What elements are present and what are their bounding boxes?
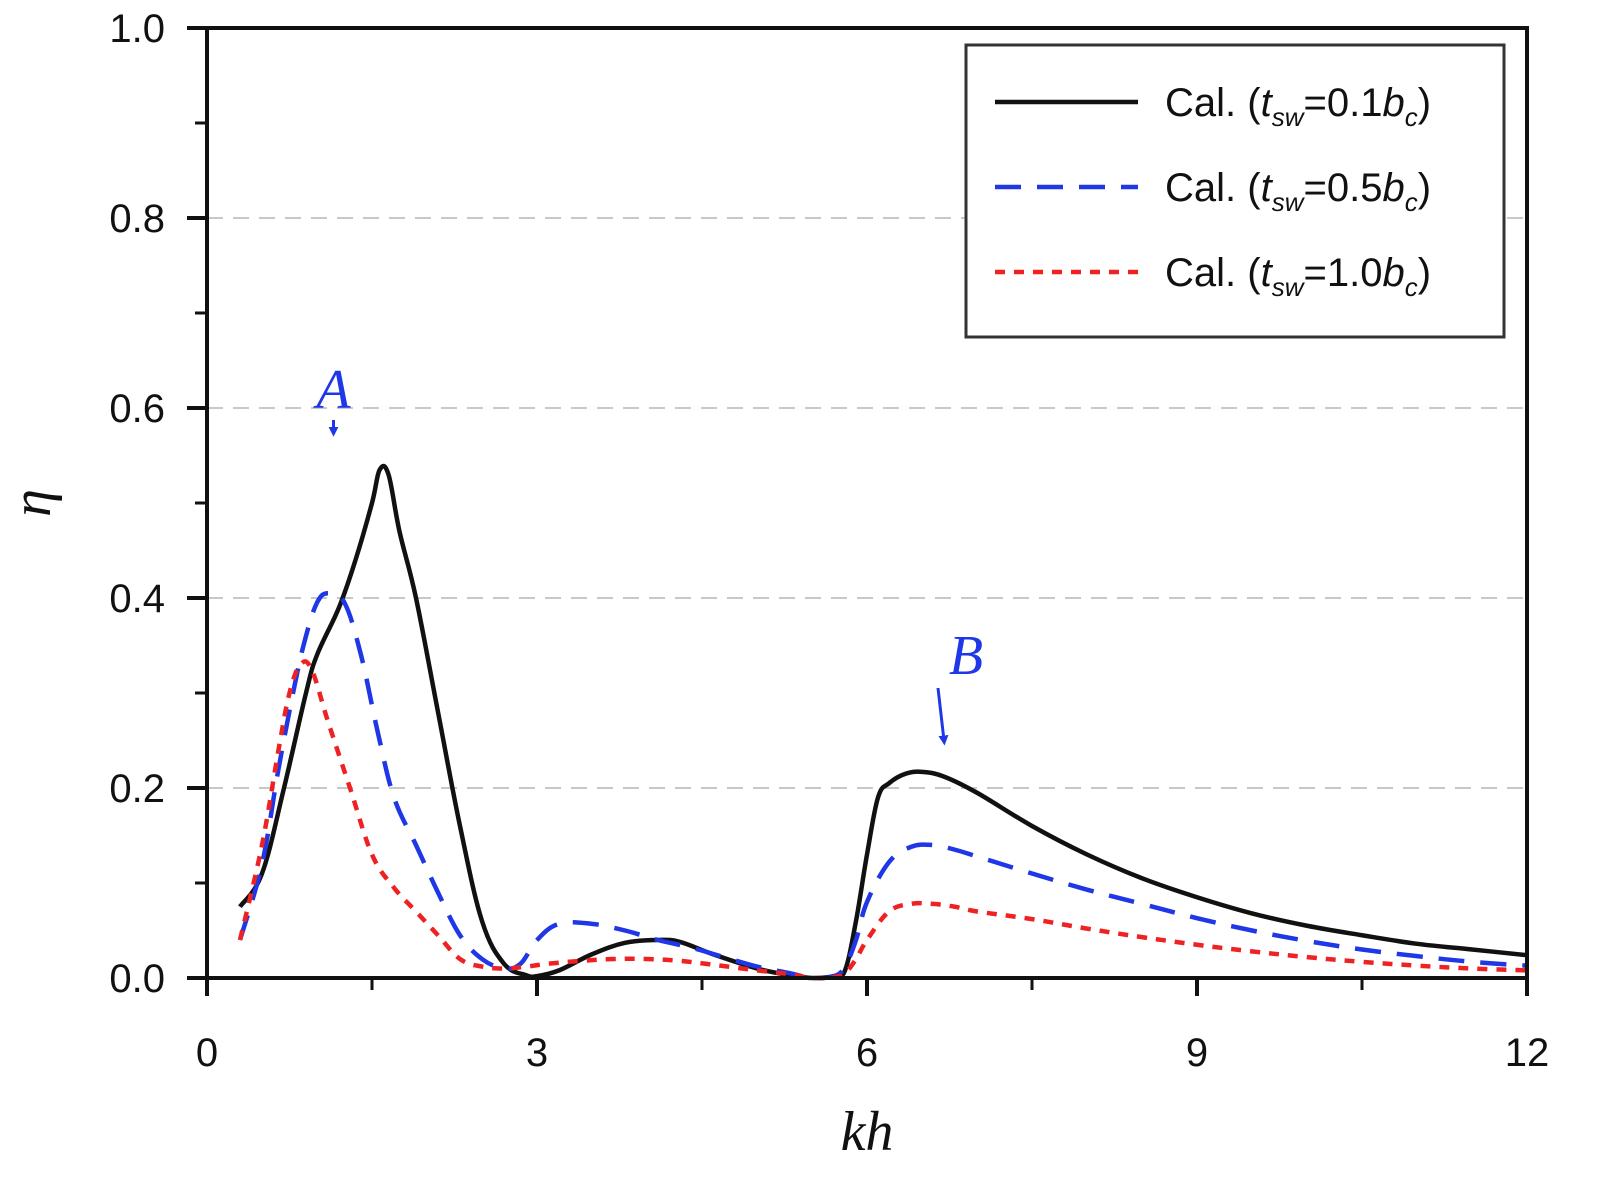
- y-tick-label: 0.0: [109, 957, 165, 1001]
- y-tick-label: 0.6: [109, 387, 165, 431]
- legend-label-2: Cal. (tsw=0.5bc): [1165, 166, 1431, 217]
- series-line-2: [237, 590, 1528, 981]
- y-tick-label: 0.2: [109, 767, 165, 811]
- y-tick-label: 0.4: [109, 577, 165, 621]
- annotation-label-B: B: [949, 625, 983, 687]
- x-tick-label: 12: [1505, 1031, 1550, 1075]
- axes: 0 3 6 9 12 0.0 0.2 0.4 0.6 0.8 1.0 kh η: [1, 7, 1549, 1163]
- x-axis-label: kh: [841, 1101, 894, 1163]
- annotation-arrow-B: [936, 687, 949, 746]
- legend: Cal. (tsw=0.1bc) Cal. (tsw=0.5bc) Cal. (ts…: [964, 43, 1506, 339]
- annotations: AB: [312, 359, 983, 746]
- annotation-label-A: A: [312, 359, 351, 421]
- x-tick-label: 0: [196, 1031, 218, 1075]
- y-axis-label: η: [1, 489, 63, 517]
- legend-label-1: Cal. (tsw=0.1bc): [1165, 81, 1431, 132]
- y-tick-label: 0.8: [109, 197, 165, 241]
- x-tick-label: 6: [856, 1031, 878, 1075]
- series-line-1: [238, 463, 1528, 981]
- legend-label-3: Cal. (tsw=1.0bc): [1165, 251, 1431, 302]
- legend-box: [964, 43, 1506, 339]
- x-tick-label: 3: [526, 1031, 548, 1075]
- y-tick-label: 1.0: [109, 7, 165, 51]
- series-lines: [237, 463, 1528, 981]
- x-tick-label: 9: [1186, 1031, 1208, 1075]
